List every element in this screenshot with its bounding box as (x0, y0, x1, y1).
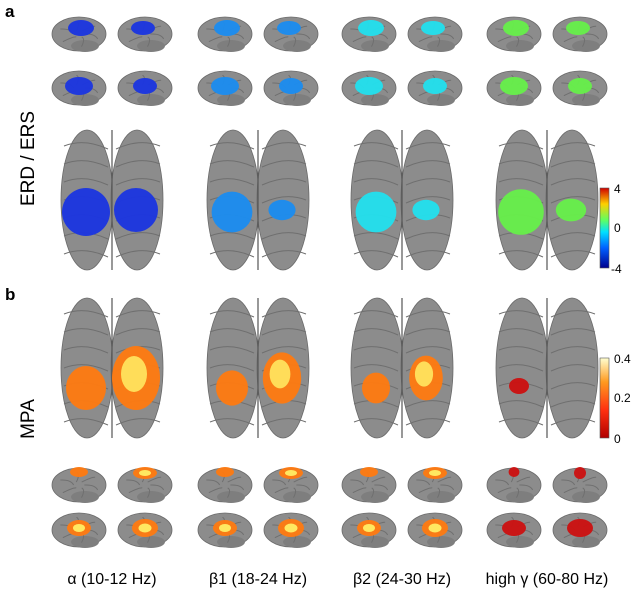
brain-a-lateral-mid-left-1 (197, 70, 253, 106)
brain-b-top-2 (350, 297, 454, 439)
band-label-high-gamma: high γ (60-80 Hz) (485, 571, 609, 588)
brain-b-lateral-bot-right-3 (552, 512, 608, 548)
brain-a-lateral-mid-left-3 (486, 70, 542, 106)
brain-b-lateral-bot-left-1 (197, 512, 253, 548)
brain-b-lateral-mid-left-3 (486, 467, 542, 503)
brain-b-lateral-bot-right-2 (407, 512, 463, 548)
brain-a-lateral-top-right-2 (407, 16, 463, 52)
brain-a-lateral-top-left-0 (51, 16, 107, 52)
brain-b-lateral-bot-right-1 (263, 512, 319, 548)
brain-a-lateral-top-right-0 (117, 16, 173, 52)
row-label-mpa: MPA (18, 399, 39, 439)
brain-b-lateral-bot-left-3 (486, 512, 542, 548)
band-label-beta2: β2 (24-30 Hz) (352, 571, 452, 588)
band-label-beta1: β1 (18-24 Hz) (208, 571, 308, 588)
brain-a-top-2 (350, 129, 454, 271)
brain-b-lateral-mid-right-0 (117, 467, 173, 503)
brain-b-lateral-mid-right-1 (263, 467, 319, 503)
colorbar-a-max: 4 (614, 182, 621, 196)
brain-b-lateral-bot-left-0 (51, 512, 107, 548)
colorbar-b-min: 0 (614, 432, 621, 446)
colorbar-a-mid: 0 (614, 221, 621, 235)
brain-a-lateral-mid-right-3 (552, 70, 608, 106)
band-label-alpha: α (10-12 Hz) (67, 571, 157, 588)
panel-letter-b: b (5, 285, 16, 304)
brain-b-lateral-mid-left-0 (51, 467, 107, 503)
colorbar-b (599, 357, 610, 439)
brain-a-top-0 (60, 129, 164, 271)
brain-a-lateral-mid-left-2 (341, 70, 397, 106)
panel-letter-a: a (5, 2, 15, 21)
brain-b-top-0 (60, 297, 164, 439)
brain-b-top-3 (495, 297, 599, 439)
row-label-erd-ers: ERD / ERS (18, 110, 39, 206)
colorbar-b-max: 0.4 (614, 352, 631, 366)
brain-b-lateral-mid-left-2 (341, 467, 397, 503)
brain-b-top-1 (206, 297, 310, 439)
brain-a-lateral-top-left-3 (486, 16, 542, 52)
colorbar-a (599, 187, 610, 269)
brain-a-top-3 (495, 129, 599, 271)
brain-b-lateral-bot-right-0 (117, 512, 173, 548)
brain-a-lateral-top-left-1 (197, 16, 253, 52)
brain-b-lateral-mid-left-1 (197, 467, 253, 503)
brain-a-lateral-top-right-3 (552, 16, 608, 52)
brain-b-lateral-mid-right-3 (552, 467, 608, 503)
colorbar-a-min: -4 (611, 262, 622, 276)
brain-a-lateral-mid-right-2 (407, 70, 463, 106)
brain-b-lateral-bot-left-2 (341, 512, 397, 548)
brain-a-lateral-top-right-1 (263, 16, 319, 52)
brain-a-top-1 (206, 129, 310, 271)
brain-a-lateral-mid-left-0 (51, 70, 107, 106)
brain-a-lateral-mid-right-0 (117, 70, 173, 106)
brain-b-lateral-mid-right-2 (407, 467, 463, 503)
colorbar-b-mid: 0.2 (614, 391, 631, 405)
brain-a-lateral-top-left-2 (341, 16, 397, 52)
brain-a-lateral-mid-right-1 (263, 70, 319, 106)
